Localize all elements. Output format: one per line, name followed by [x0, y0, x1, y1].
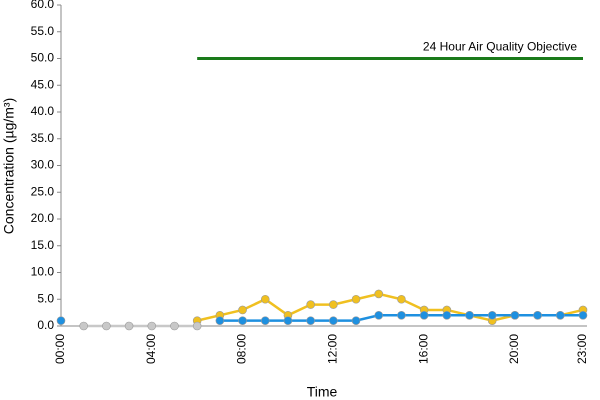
x-tick-label: 12:00	[326, 334, 340, 364]
data-point	[79, 321, 88, 331]
y-tick-label: 45.0	[31, 77, 55, 91]
data-point	[124, 321, 134, 331]
data-point	[170, 321, 179, 331]
data-point	[215, 316, 225, 325]
y-tick-label: 50.0	[31, 51, 55, 65]
data-point	[419, 310, 429, 320]
y-tick-label: 10.0	[31, 265, 55, 279]
x-tick-label: 23:00	[575, 334, 589, 364]
y-tick-label: 30.0	[31, 158, 55, 172]
data-point	[510, 310, 520, 320]
y-tick-label: 5.0	[37, 291, 54, 305]
series-line	[196, 292, 584, 322]
data-point	[374, 289, 384, 299]
x-tick-label: 04:00	[144, 334, 158, 364]
data-point	[578, 310, 588, 320]
y-tick-label: 35.0	[31, 131, 55, 145]
data-point	[102, 321, 111, 331]
data-point	[56, 316, 66, 325]
x-axis-label: Time	[307, 384, 338, 400]
x-tick-label: 16:00	[416, 334, 430, 364]
data-point	[192, 321, 202, 331]
data-point	[351, 294, 361, 304]
data-point	[465, 310, 474, 320]
data-point	[329, 316, 338, 325]
series-label: 24 Hour Air Quality Objective	[423, 40, 577, 54]
data-point	[374, 310, 384, 320]
data-point	[147, 321, 157, 331]
y-tick-label: 0.0	[37, 318, 54, 332]
data-point	[397, 310, 406, 320]
data-point	[306, 300, 315, 309]
data-point	[397, 294, 406, 304]
data-point	[533, 310, 542, 320]
data-point	[238, 316, 247, 325]
y-tick-label: 15.0	[31, 238, 55, 252]
data-point	[351, 316, 361, 325]
x-tick-label: 08:00	[235, 334, 249, 364]
x-tick-label: 00:00	[53, 334, 67, 364]
data-point	[260, 316, 270, 325]
y-tick-label: 40.0	[31, 104, 55, 118]
data-point	[556, 310, 565, 320]
data-point	[487, 310, 497, 320]
data-point	[329, 300, 338, 309]
y-tick-label: 60.0	[31, 0, 55, 11]
x-tick-label: 20:00	[507, 334, 521, 364]
y-axis-label: Concentration (µg/m³)	[1, 98, 17, 234]
data-point	[306, 316, 315, 325]
y-tick-label: 20.0	[31, 211, 55, 225]
data-point	[442, 310, 452, 320]
data-point	[260, 294, 270, 304]
data-point	[238, 305, 247, 315]
y-tick-label: 55.0	[31, 24, 55, 38]
y-tick-label: 25.0	[31, 184, 55, 198]
data-point	[283, 316, 293, 325]
